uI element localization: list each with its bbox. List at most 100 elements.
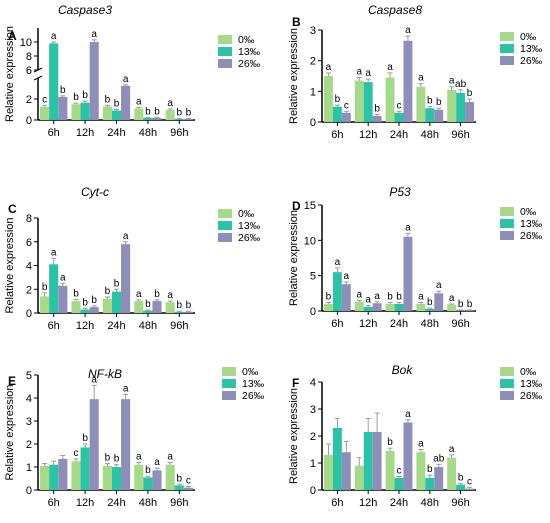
significance-letter: a [418,292,424,303]
significance-letter: b [105,94,111,105]
chart-title: Cyt-c [81,185,109,199]
legend-swatch [218,233,232,242]
legend-swatch [500,379,514,388]
y-tick-label: 4 [26,261,32,273]
y-tick-label: 5 [310,271,316,283]
significance-letter: a [356,289,362,300]
x-tick-label: 24h [390,129,408,141]
x-tick-label: 48h [139,127,157,139]
y-axis-label: Relative expression [288,28,300,124]
y-tick-label: 3 [310,25,316,37]
significance-letter: a [136,289,142,300]
significance-letter: a [326,62,332,73]
significance-letter: b [427,96,433,107]
bar [425,477,435,490]
bar [183,118,193,120]
significance-letter: a [356,67,362,78]
significance-letter: ab [433,453,445,464]
bar [183,311,193,313]
x-tick-label: 48h [421,318,439,330]
significance-letter: a [449,76,455,87]
y-tick-label: 15 [304,200,316,212]
bar [102,298,112,313]
significance-letter: b [186,300,192,311]
y-tick-label: 0 [26,308,32,320]
bar [372,431,382,490]
x-tick-label: 12h [76,320,94,332]
bar [372,303,382,311]
bar [456,92,466,122]
x-tick-label: 24h [390,318,408,330]
bar [49,464,59,490]
bar [425,108,435,122]
y-tick-label: 5 [26,370,32,382]
bar [394,303,404,311]
significance-letter: a [418,73,424,84]
legend-swatch [218,209,232,218]
significance-letter: b [114,454,120,465]
significance-letter: b [467,88,473,99]
bar [465,102,474,122]
x-tick-label: 12h [76,497,94,509]
bar [385,450,395,490]
significance-letter: b [42,282,48,293]
bar [121,85,131,120]
bar [80,309,90,313]
axis-break-mark [33,75,43,81]
bar [403,422,413,490]
legend-label: 13‰ [238,46,261,58]
significance-letter: c [397,100,402,111]
significance-letter: a [344,271,350,282]
significance-letter: a [365,68,371,79]
significance-letter: b [82,433,88,444]
significance-letter: b [105,286,111,297]
significance-letter: a [418,439,424,450]
chart-title: NF-kB [88,367,122,381]
bar [385,303,395,311]
bar [102,465,112,490]
bar [49,264,59,313]
legend-label: 26‰ [238,232,261,244]
significance-letter: b [427,297,433,308]
x-tick-label: 96h [451,129,469,141]
significance-letter: b [374,103,380,114]
bar [40,296,50,313]
significance-letter: a [405,409,411,420]
significance-letter: b [387,292,393,303]
bar [354,80,364,122]
significance-letter: b [467,299,473,310]
legend-label: 26‰ [520,390,543,402]
x-tick-label: 12h [359,318,377,330]
bar [341,284,351,311]
significance-letter: a [167,451,173,462]
x-tick-label: 96h [170,497,188,509]
legend-label: 26‰ [242,390,265,402]
bar [121,399,131,490]
bar [134,301,144,313]
bar [394,477,404,490]
significance-letter: b [326,292,332,303]
bar [363,306,373,311]
y-tick-label: 3 [26,416,32,428]
significance-letter: b [396,292,402,303]
significance-letter: b [82,90,88,101]
bar [456,310,466,312]
significance-letter: b [387,437,393,448]
x-tick-label: 6h [48,127,60,139]
significance-letter: c [467,476,472,487]
y-tick-label: 8 [26,213,32,225]
significance-letter: b [114,278,120,289]
legend-label: 13‰ [520,378,543,390]
bar [71,461,81,490]
legend-swatch [222,367,236,376]
significance-letter: a [136,96,142,107]
bar [447,457,457,490]
panel-letter: C [8,202,17,216]
x-tick-label: 96h [451,497,469,509]
bar [354,465,364,490]
bar [71,104,81,120]
x-tick-label: 96h [170,320,188,332]
x-tick-label: 24h [107,320,125,332]
